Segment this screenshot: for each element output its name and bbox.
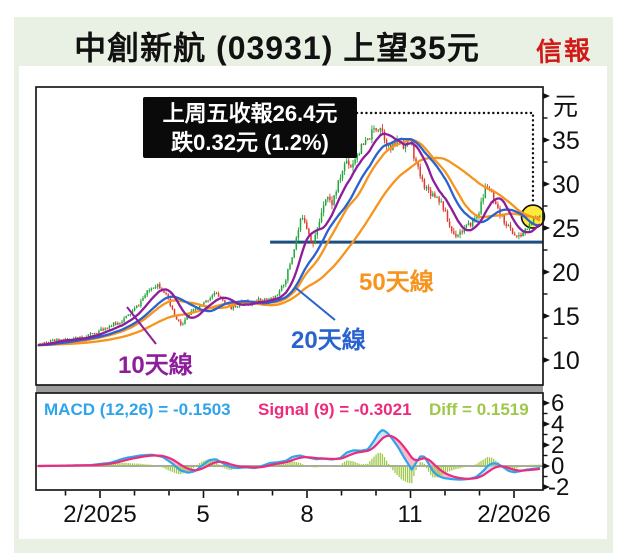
macd-axis-tick-2: 2	[551, 432, 565, 459]
article-title: 中創新航 (03931) 上望35元	[74, 30, 480, 66]
macd-axis-tick-6: 6	[551, 390, 565, 417]
price-axis-tick-25: 25	[552, 215, 580, 243]
x-axis-tick-nov: 11	[397, 501, 423, 528]
macd-legend-signal: Signal (9) = -0.3021	[258, 400, 412, 419]
price-axis-unit: 元	[553, 93, 579, 121]
macd-fill	[38, 430, 540, 480]
panel-divider	[36, 385, 543, 393]
ma10-label: 10天線	[118, 352, 193, 379]
price-axis-tick-10: 10	[552, 347, 580, 375]
macd-axis-tick-m2: -2	[548, 474, 570, 501]
macd-axis-tick-0: 0	[551, 453, 565, 480]
x-axis-tick-feb2025: 2/2025	[63, 501, 137, 528]
macd-legend-diff: Diff = 0.1519	[429, 400, 529, 419]
brand-logo: 信報	[535, 36, 593, 67]
ma20-label: 20天線	[291, 327, 366, 354]
annotation-line2: 跌0.32元 (1.2%)	[171, 130, 329, 155]
macd-panel-border	[35, 392, 544, 491]
x-axis-tick-aug: 8	[300, 501, 314, 528]
ma50-label: 50天線	[359, 269, 434, 296]
x-axis-tick-feb2026: 2/2026	[477, 501, 551, 528]
ma10-callout	[126, 306, 157, 345]
x-axis-tick-may: 5	[196, 501, 210, 528]
macd-legend-macd: MACD (12,26) = -0.1503	[44, 400, 231, 419]
price-axis-tick-15: 15	[552, 303, 580, 331]
macd-line	[38, 428, 541, 481]
axis-ticks	[64, 93, 550, 498]
price-axis-tick-35: 35	[552, 127, 580, 155]
price-axis-tick-30: 30	[552, 171, 580, 199]
macd-axis-tick-4: 4	[551, 411, 565, 438]
annotation-box: 上周五收報26.4元 跌0.32元 (1.2%)	[143, 97, 357, 158]
price-axis-tick-20: 20	[552, 259, 580, 287]
ma20-callout	[295, 287, 336, 321]
signal-line	[38, 434, 541, 480]
annotation-line1: 上周五收報26.4元	[162, 101, 338, 126]
main-panel-border	[35, 86, 544, 386]
